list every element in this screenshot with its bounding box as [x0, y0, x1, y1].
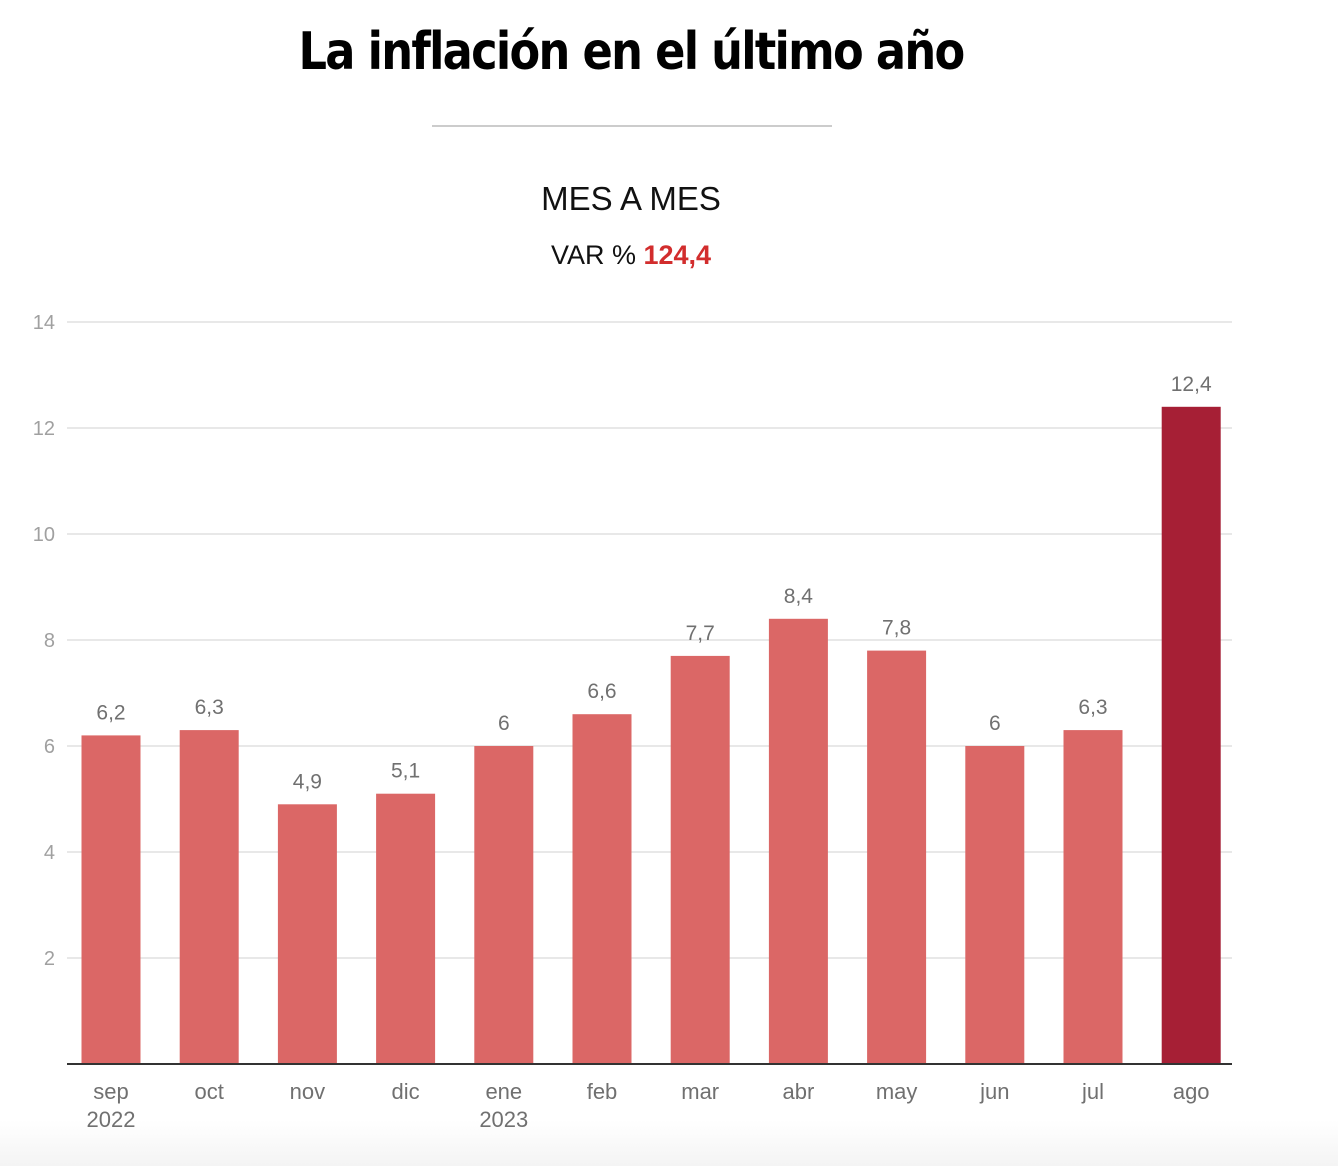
annual-variation: VAR % 124,4 [0, 240, 1262, 271]
x-tick-label: feb [587, 1079, 618, 1104]
x-tick-label: abr [783, 1079, 815, 1104]
y-tick-label: 2 [44, 948, 55, 970]
y-tick-label: 10 [33, 524, 55, 546]
title-divider [432, 125, 832, 127]
variation-value: 124,4 [643, 240, 712, 270]
value-labels: 6,2 6,3 4,9 5,1 6 6,6 7,7 8,4 7,8 6 6,3 12,4 [96, 373, 1212, 794]
bar [965, 746, 1025, 1064]
value-label: 8,4 [784, 585, 814, 608]
bar [670, 655, 730, 1064]
value-label: 5,1 [391, 760, 420, 783]
value-label: 6,3 [195, 696, 224, 719]
chart-title: La inflación en el último año [298, 22, 966, 82]
value-label: 7,8 [882, 617, 911, 640]
y-tick-label: 12 [33, 418, 55, 440]
x-tick-label: ene [485, 1079, 522, 1104]
y-tick-label: 4 [44, 842, 55, 864]
value-label: 6,6 [587, 680, 616, 703]
bar [768, 618, 828, 1064]
value-label: 6 [498, 712, 510, 735]
x-tick-label: nov [290, 1079, 325, 1104]
bar [1063, 730, 1123, 1064]
bar [376, 793, 436, 1064]
bar [867, 650, 927, 1064]
x-tick-label: may [876, 1079, 918, 1104]
value-label: 4,9 [293, 770, 322, 793]
y-tick-label: 6 [44, 736, 55, 758]
bar [474, 746, 534, 1064]
x-axis-labels: sep 2022 oct nov dic ene 2023 feb mar abr may jun ju… [87, 1079, 1210, 1132]
x-tick-label: mar [681, 1079, 719, 1104]
x-tick-label: 2022 [87, 1107, 136, 1132]
bar [277, 804, 337, 1064]
y-tick-label: 14 [33, 312, 55, 334]
value-label: 6,2 [96, 701, 125, 724]
value-label: 7,7 [686, 622, 715, 645]
bar [572, 714, 632, 1064]
chart-subtitle: MES A MES [541, 180, 721, 217]
variation-label: VAR % [550, 240, 636, 270]
x-tick-label: oct [195, 1079, 224, 1104]
value-label: 6,3 [1078, 696, 1107, 719]
x-tick-label: ago [1173, 1079, 1210, 1104]
y-tick-label: 8 [44, 630, 55, 652]
gridlines [67, 321, 1232, 959]
bars [81, 406, 1221, 1064]
x-tick-label: sep [93, 1079, 128, 1104]
x-tick-label: dic [392, 1079, 420, 1104]
x-tick-label: 2023 [479, 1107, 528, 1132]
bar [1161, 406, 1221, 1064]
x-tick-label: jul [1081, 1079, 1104, 1104]
bar [179, 730, 239, 1064]
y-axis-ticks: 2 4 6 8 10 12 14 [33, 312, 55, 970]
value-label: 6 [989, 712, 1001, 735]
bar [81, 735, 141, 1064]
x-tick-label: jun [979, 1079, 1009, 1104]
value-label: 12,4 [1171, 373, 1212, 396]
